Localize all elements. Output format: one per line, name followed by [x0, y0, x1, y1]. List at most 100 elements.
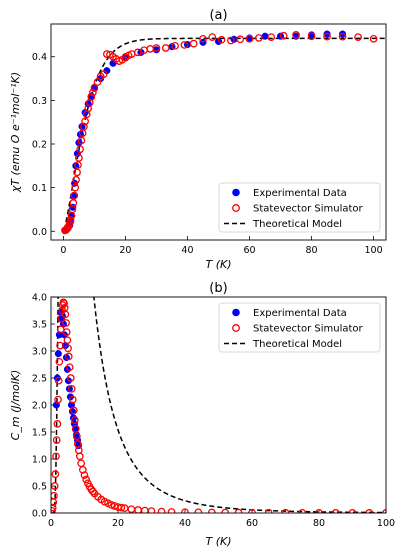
- panel-b: (b) 0 20 40 60 80 100 0.0 0.5 1.0 1.5 2.0 2.5 3.0 3.5 4…: [9, 281, 395, 548]
- panel-b-ytick-label: 2.0: [32, 401, 47, 412]
- panel-b-xtick-label: 60: [246, 518, 258, 529]
- panel-b-simulator-point: [66, 374, 75, 382]
- panel-a-simulator-point: [70, 191, 79, 200]
- panel-b-simulator-point: [68, 395, 77, 404]
- panel-a-xtick-label: 40: [181, 245, 193, 256]
- panel-b-ytick-label: 1.5: [32, 428, 47, 439]
- panel-b-simulator-point: [71, 424, 80, 433]
- panel-b-simulator-point: [55, 357, 64, 366]
- panel-a-simulator-point: [323, 32, 331, 41]
- panel-a-simulator-point: [199, 34, 207, 43]
- panel-a: (a) 0 20 40 60 80 100 0.0 0.1 0.2 0.3 0.4 T (K) χT (e…: [9, 8, 387, 271]
- panel-a-ytick-label: 0.2: [32, 140, 47, 151]
- panel-a-simulator-point: [338, 32, 347, 41]
- legend-marker-simulator: [232, 324, 240, 332]
- panel-a-simulator-point: [72, 175, 80, 184]
- panel-a-xtick-label: 20: [119, 245, 131, 256]
- panel-a-xtick-label: 0: [60, 245, 66, 256]
- panel-b-simulator-point: [63, 336, 72, 345]
- panel-a-simulator-point: [89, 88, 97, 97]
- panel-b-simulator-point: [70, 416, 79, 424]
- panel-a-simulator-point: [354, 33, 362, 41]
- panel-b-simulator-point: [54, 395, 62, 404]
- panel-a-simulator-point: [208, 33, 217, 41]
- panel-a-simulator-point: [369, 34, 378, 43]
- panel-b-simulator-point: [72, 432, 81, 441]
- panel-b-legend: Experimental Data Statevector Simulator Th…: [218, 302, 381, 353]
- panel-b-simulator-point: [194, 508, 203, 513]
- panel-a-xtick-label: 100: [365, 245, 383, 256]
- panel-b-simulator-point: [51, 503, 57, 512]
- panel-b-simulator-point: [89, 487, 97, 496]
- panel-a-simulator-point: [99, 70, 108, 79]
- panel-a-simulator-point: [73, 168, 81, 177]
- panel-b-simulator-point: [51, 470, 60, 478]
- panel-b-ytick-label: 0.0: [32, 509, 47, 520]
- panel-a-simulator-point: [146, 45, 155, 53]
- legend-marker-simulator: [232, 204, 240, 212]
- panel-a-ytick-label: 0.1: [32, 183, 47, 194]
- panel-a-simulator-point: [307, 32, 316, 41]
- panel-b-simulator-point: [110, 502, 119, 510]
- legend-label: Theoretical Model: [252, 219, 342, 230]
- panel-b-simulator-point: [207, 508, 216, 513]
- panel-a-simulator-point: [102, 50, 111, 58]
- panel-a-simulator-point: [161, 44, 170, 52]
- panel-b-xlabel: T (K): [205, 535, 231, 548]
- panel-a-simulator-point: [77, 136, 86, 145]
- panel-a-legend-box: [218, 182, 381, 233]
- panel-a-simulator-point: [81, 117, 89, 126]
- panel-a-ytick-label: 0.4: [32, 52, 47, 63]
- panel-b-model-curve: [51, 297, 386, 513]
- panel-b-simulator-point: [80, 471, 89, 480]
- panel-a-simulator-point: [245, 34, 254, 43]
- panel-b-ytick-label: 4.0: [32, 293, 47, 304]
- panel-b-ytick-label: 3.0: [32, 347, 47, 358]
- panel-b-ytick-label: 1.0: [32, 455, 47, 466]
- panel-a-legend: Experimental Data Statevector Simulator Th…: [218, 182, 381, 233]
- panel-a-simulator-point: [236, 35, 245, 44]
- panel-b-simulator-point: [52, 436, 61, 444]
- panel-b-simulator-point: [51, 506, 56, 513]
- panel-a-title: (a): [209, 8, 227, 23]
- panel-b-axes-frame: [50, 296, 387, 514]
- panel-b-ytick-label: 3.5: [32, 320, 47, 331]
- panel-a-simulator-point: [171, 41, 179, 50]
- panel-a-simulator-point: [69, 199, 78, 207]
- legend-label: Experimental Data: [253, 308, 347, 319]
- panel-b-xtick-label: 100: [377, 518, 395, 529]
- panel-b-legend-box: [218, 302, 381, 353]
- panel-b-simulator-point: [157, 507, 166, 513]
- panel-b-simulator-point: [147, 507, 156, 513]
- panel-b-title: (b): [209, 281, 227, 296]
- panel-b-simulator-point: [54, 376, 63, 385]
- panel-b-simulator-point: [69, 406, 78, 415]
- panel-a-simulator-point: [217, 35, 226, 44]
- panel-a-xtick-label: 60: [243, 245, 255, 256]
- panel-b-xtick-label: 80: [313, 518, 325, 529]
- panel-b-simulator-point: [117, 503, 126, 512]
- legend-label: Experimental Data: [253, 188, 347, 199]
- legend-label: Statevector Simulator: [253, 204, 364, 215]
- panel-b-simulator-point: [127, 505, 136, 513]
- panel-a-simulator-point: [292, 31, 300, 39]
- panel-a-simulator-point: [74, 161, 82, 169]
- panel-b-simulator-point: [61, 310, 70, 319]
- panel-b-simulator-point: [53, 420, 62, 428]
- panel-a-ytick-label: 0.3: [32, 96, 47, 107]
- panel-b-simulator-point: [56, 341, 64, 350]
- panel-b-simulator-point: [57, 314, 66, 323]
- panel-a-simulator-point: [279, 31, 288, 40]
- panel-a-experimental-point: [261, 32, 269, 40]
- panel-a-simulator-point: [267, 33, 276, 41]
- panel-b-xtick-label: 40: [179, 518, 191, 529]
- panel-b-xtick-label: 0: [48, 518, 54, 529]
- panel-a-xlabel: T (K): [205, 258, 231, 271]
- panel-a-simulator-point: [254, 34, 263, 42]
- panel-a-simulator-point: [80, 122, 88, 131]
- panel-a-simulator-point: [65, 219, 74, 228]
- panel-a-simulator-point: [66, 216, 75, 224]
- panel-a-xtick-label: 80: [306, 245, 318, 256]
- legend-marker-experimental: [232, 308, 240, 317]
- panel-b-ytick-label: 2.5: [32, 374, 47, 385]
